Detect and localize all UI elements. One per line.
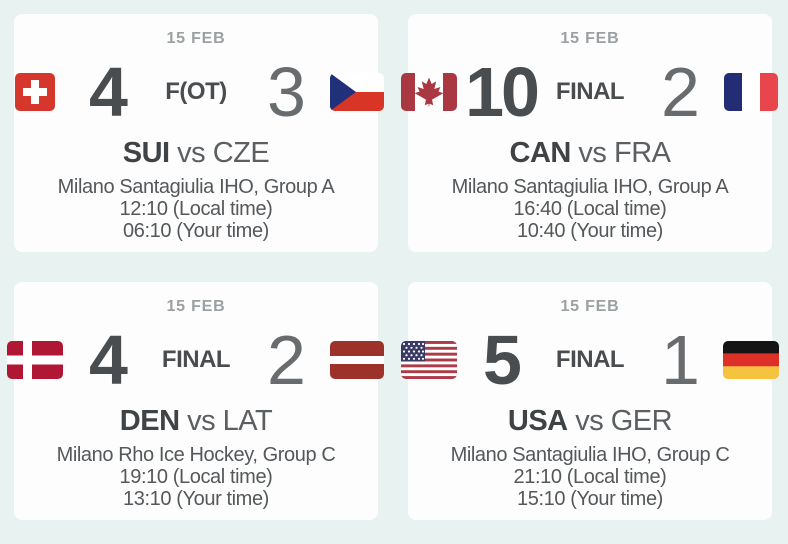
score-row: 10 FINAL 2 xyxy=(401,50,778,134)
home-score: 10 xyxy=(465,53,540,131)
latvia-flag-icon xyxy=(328,341,386,379)
match-info: Milano Rho Ice Hockey, Group C 19:10 (Lo… xyxy=(57,444,336,510)
your-time-text: 06:10 (Your time) xyxy=(123,220,269,242)
away-score: 2 xyxy=(661,53,700,131)
away-score: 2 xyxy=(267,321,306,399)
germany-flag-icon xyxy=(722,341,780,379)
denmark-flag-icon xyxy=(6,341,64,379)
home-team-code: USA xyxy=(507,405,568,437)
away-team-code: CZE xyxy=(212,137,270,169)
match-date: 15 FEB xyxy=(166,298,226,315)
teams-line: DEN vs LAT xyxy=(119,405,273,439)
vs-label: vs xyxy=(177,137,206,169)
status-label: F(OT) xyxy=(165,78,227,105)
match-info: Milano Santagiulia IHO, Group A 12:10 (L… xyxy=(58,176,335,242)
match-info: Milano Santagiulia IHO, Group C 21:10 (L… xyxy=(451,444,730,510)
france-flag-icon xyxy=(722,73,780,111)
status-label: FINAL xyxy=(555,78,625,105)
status-label: FINAL xyxy=(555,346,625,373)
away-team-code: LAT xyxy=(222,405,273,437)
away-team-code: GER xyxy=(610,405,673,437)
local-time-text: 16:40 (Local time) xyxy=(513,198,667,220)
your-time-text: 15:10 (Your time) xyxy=(517,488,663,510)
teams-line: CAN vs FRA xyxy=(510,137,671,171)
score-row: 4 FINAL 2 xyxy=(7,318,384,402)
away-score: 1 xyxy=(661,321,700,399)
match-card-den-lat[interactable]: 15 FEB 4 FINAL 2 xyxy=(7,282,384,520)
venue-text: Milano Santagiulia IHO, Group A xyxy=(451,176,729,198)
home-score: 4 xyxy=(89,53,128,131)
your-time-text: 10:40 (Your time) xyxy=(517,220,663,242)
venue-text: Milano Rho Ice Hockey, Group C xyxy=(56,444,336,466)
match-date: 15 FEB xyxy=(560,30,620,47)
vs-label: vs xyxy=(578,137,607,169)
teams-line: SUI vs CZE xyxy=(122,137,270,171)
status-label: FINAL xyxy=(161,346,231,373)
vs-label: vs xyxy=(575,405,604,437)
home-score: 5 xyxy=(483,321,522,399)
usa-flag-icon xyxy=(400,341,458,379)
match-card-can-fra[interactable]: 15 FEB 10 FINAL 2 xyxy=(401,14,778,252)
match-date: 15 FEB xyxy=(560,298,620,315)
match-date: 15 FEB xyxy=(166,30,226,47)
teams-line: USA vs GER xyxy=(507,405,673,439)
home-team-code: SUI xyxy=(122,137,170,169)
score-row: 4 F(OT) 3 xyxy=(14,50,384,134)
away-score: 3 xyxy=(267,53,306,131)
venue-text: Milano Santagiulia IHO, Group C xyxy=(450,444,730,466)
match-info: Milano Santagiulia IHO, Group A 16:40 (L… xyxy=(452,176,729,242)
match-card-sui-cze[interactable]: 15 FEB 4 F(OT) 3 xyxy=(14,14,384,252)
home-team-code: DEN xyxy=(119,405,180,437)
local-time-text: 12:10 (Local time) xyxy=(119,198,273,220)
local-time-text: 21:10 (Local time) xyxy=(513,466,667,488)
match-card-usa-ger[interactable]: 15 FEB xyxy=(401,282,779,520)
vs-label: vs xyxy=(187,405,216,437)
home-team-code: CAN xyxy=(509,137,572,169)
home-score: 4 xyxy=(89,321,128,399)
score-row: 5 FINAL 1 xyxy=(401,318,779,402)
your-time-text: 13:10 (Your time) xyxy=(123,488,269,510)
czechia-flag-icon xyxy=(328,73,386,111)
away-team-code: FRA xyxy=(613,137,671,169)
switzerland-flag-icon xyxy=(6,73,64,111)
canada-flag-icon xyxy=(400,73,458,111)
venue-text: Milano Santagiulia IHO, Group A xyxy=(57,176,335,198)
local-time-text: 19:10 (Local time) xyxy=(119,466,273,488)
